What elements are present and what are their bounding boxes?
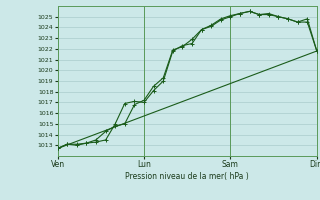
X-axis label: Pression niveau de la mer( hPa ): Pression niveau de la mer( hPa ): [125, 172, 249, 181]
